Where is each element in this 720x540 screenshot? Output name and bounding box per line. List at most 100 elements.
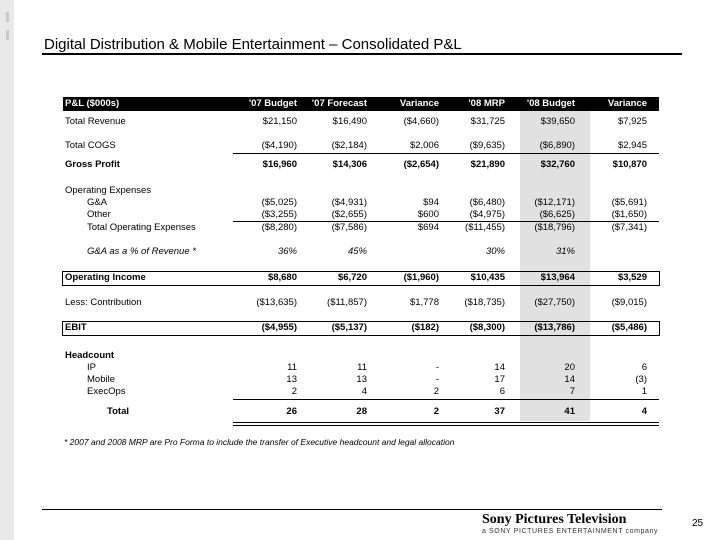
footer-rule <box>42 509 662 510</box>
section-label: Headcount <box>65 350 115 361</box>
cell: ($1,960) <box>403 272 439 283</box>
row-label: Total Operating Expenses <box>87 222 196 233</box>
cell: - <box>435 374 439 385</box>
cell: $6,720 <box>337 272 367 283</box>
cell: $16,490 <box>332 116 367 127</box>
cell: ($8,280) <box>261 222 297 233</box>
cell: 2 <box>433 386 439 397</box>
cell: ($5,486) <box>611 322 647 333</box>
table-header-row: P&L ($000s) '07 Budget '07 Forecast Vari… <box>63 97 659 111</box>
title-underline <box>42 53 682 55</box>
cell: 28 <box>356 406 367 417</box>
cell: 4 <box>641 406 647 417</box>
cell: 45% <box>347 246 367 257</box>
cell: ($4,955) <box>261 322 297 333</box>
cell: $21,890 <box>470 159 505 170</box>
page-title: Digital Distribution & Mobile Entertainm… <box>44 36 462 53</box>
logo-subtitle: a SONY PICTURES ENTERTAINMENT company <box>482 528 659 535</box>
row-label: EBIT <box>65 322 87 333</box>
cell: ($6,480) <box>469 197 505 208</box>
cell: 2 <box>433 406 439 417</box>
cell: 6 <box>641 362 647 373</box>
cell: 41 <box>564 406 575 417</box>
cell: $8,680 <box>267 272 297 283</box>
row-label: Mobile <box>87 374 115 385</box>
cell: $694 <box>417 222 439 233</box>
cell: ($27,750) <box>534 297 575 308</box>
subtotal-rule <box>233 399 659 400</box>
subtotal-rule <box>233 221 659 222</box>
total-double-rule <box>233 422 659 426</box>
row-ga: G&A ($5,025) ($4,931) $94 ($6,480) ($12,… <box>63 197 659 209</box>
cell: (3) <box>635 374 647 385</box>
cell: $10,435 <box>470 272 505 283</box>
cell: ($9,635) <box>469 140 505 151</box>
header-variance-07: Variance <box>399 98 439 109</box>
cell: 14 <box>564 374 575 385</box>
cell: 11 <box>357 362 367 373</box>
left-margin-bar <box>0 0 14 540</box>
cell: ($18,796) <box>534 222 575 233</box>
cell: ($8,300) <box>469 322 505 333</box>
cell: $2,945 <box>617 140 647 151</box>
cell: ($2,655) <box>331 209 367 220</box>
row-mobile: Mobile 13 13 - 17 14 (3) <box>63 374 659 386</box>
cell: ($4,975) <box>469 209 505 220</box>
row-headcount-heading: Headcount <box>63 350 659 362</box>
header-08-budget: '08 Budget <box>526 98 575 109</box>
row-gross-profit: Gross Profit $16,960 $14,306 ($2,654) $2… <box>63 159 659 171</box>
row-label: Total Revenue <box>65 116 126 127</box>
cell: $39,650 <box>540 116 575 127</box>
cell: ($1,650) <box>611 209 647 220</box>
header-07-budget: '07 Budget <box>248 98 297 109</box>
cell: 11 <box>287 362 297 373</box>
header-08-mrp: '08 MRP <box>468 98 505 109</box>
header-label: P&L ($000s) <box>65 98 120 109</box>
row-contribution: Less: Contribution ($13,635) ($11,857) $… <box>63 297 659 309</box>
sony-pictures-television-logo: Sony Pictures Television <box>482 512 627 527</box>
row-label: ExecOps <box>87 386 126 397</box>
cell: ($9,015) <box>611 297 647 308</box>
row-label: Other <box>87 209 111 220</box>
cell: ($13,635) <box>256 297 297 308</box>
cell: 4 <box>361 386 367 397</box>
cell: ($4,190) <box>261 140 297 151</box>
cell: ($2,654) <box>403 159 439 170</box>
cell: 13 <box>286 374 297 385</box>
cell: ($13,786) <box>534 322 575 333</box>
subtotal-rule <box>233 153 659 154</box>
row-label: Total <box>107 406 129 417</box>
cell: ($18,735) <box>464 297 505 308</box>
cell: ($5,137) <box>331 322 367 333</box>
row-total-headcount: Total 26 28 2 37 41 4 <box>63 406 659 418</box>
cell: 6 <box>499 386 505 397</box>
row-label: Operating Income <box>65 272 146 283</box>
cell: $2,006 <box>409 140 439 151</box>
cell: $600 <box>417 209 439 220</box>
cell: ($2,184) <box>331 140 367 151</box>
row-total-revenue: Total Revenue $21,150 $16,490 ($4,660) $… <box>63 116 659 128</box>
row-label: G&A <box>87 197 108 208</box>
cell: $10,870 <box>612 159 647 170</box>
row-execops: ExecOps 2 4 2 6 7 1 <box>63 386 659 398</box>
cell: 14 <box>494 362 505 373</box>
cell: 30% <box>485 246 505 257</box>
row-ip: IP 11 11 - 14 20 6 <box>63 362 659 374</box>
cell: 37 <box>494 406 505 417</box>
footnote: * 2007 and 2008 MRP are Pro Forma to inc… <box>64 437 455 447</box>
row-label: Gross Profit <box>65 159 120 170</box>
cell: 36% <box>277 246 297 257</box>
row-total-operating-expenses: Total Operating Expenses ($8,280) ($7,58… <box>63 222 659 234</box>
row-ga-pct-revenue: G&A as a % of Revenue * 36% 45% 30% 31% <box>63 246 659 258</box>
row-other: Other ($3,255) ($2,655) $600 ($4,975) ($… <box>63 209 659 221</box>
cell: $14,306 <box>332 159 367 170</box>
cell: ($3,255) <box>261 209 297 220</box>
cell: $94 <box>423 197 439 208</box>
cell: $3,529 <box>617 272 647 283</box>
cell: 7 <box>569 386 575 397</box>
cell: ($4,931) <box>331 197 367 208</box>
cell: ($5,691) <box>611 197 647 208</box>
row-label: Less: Contribution <box>65 297 142 308</box>
cell: ($12,171) <box>534 197 575 208</box>
cell: $31,725 <box>470 116 505 127</box>
